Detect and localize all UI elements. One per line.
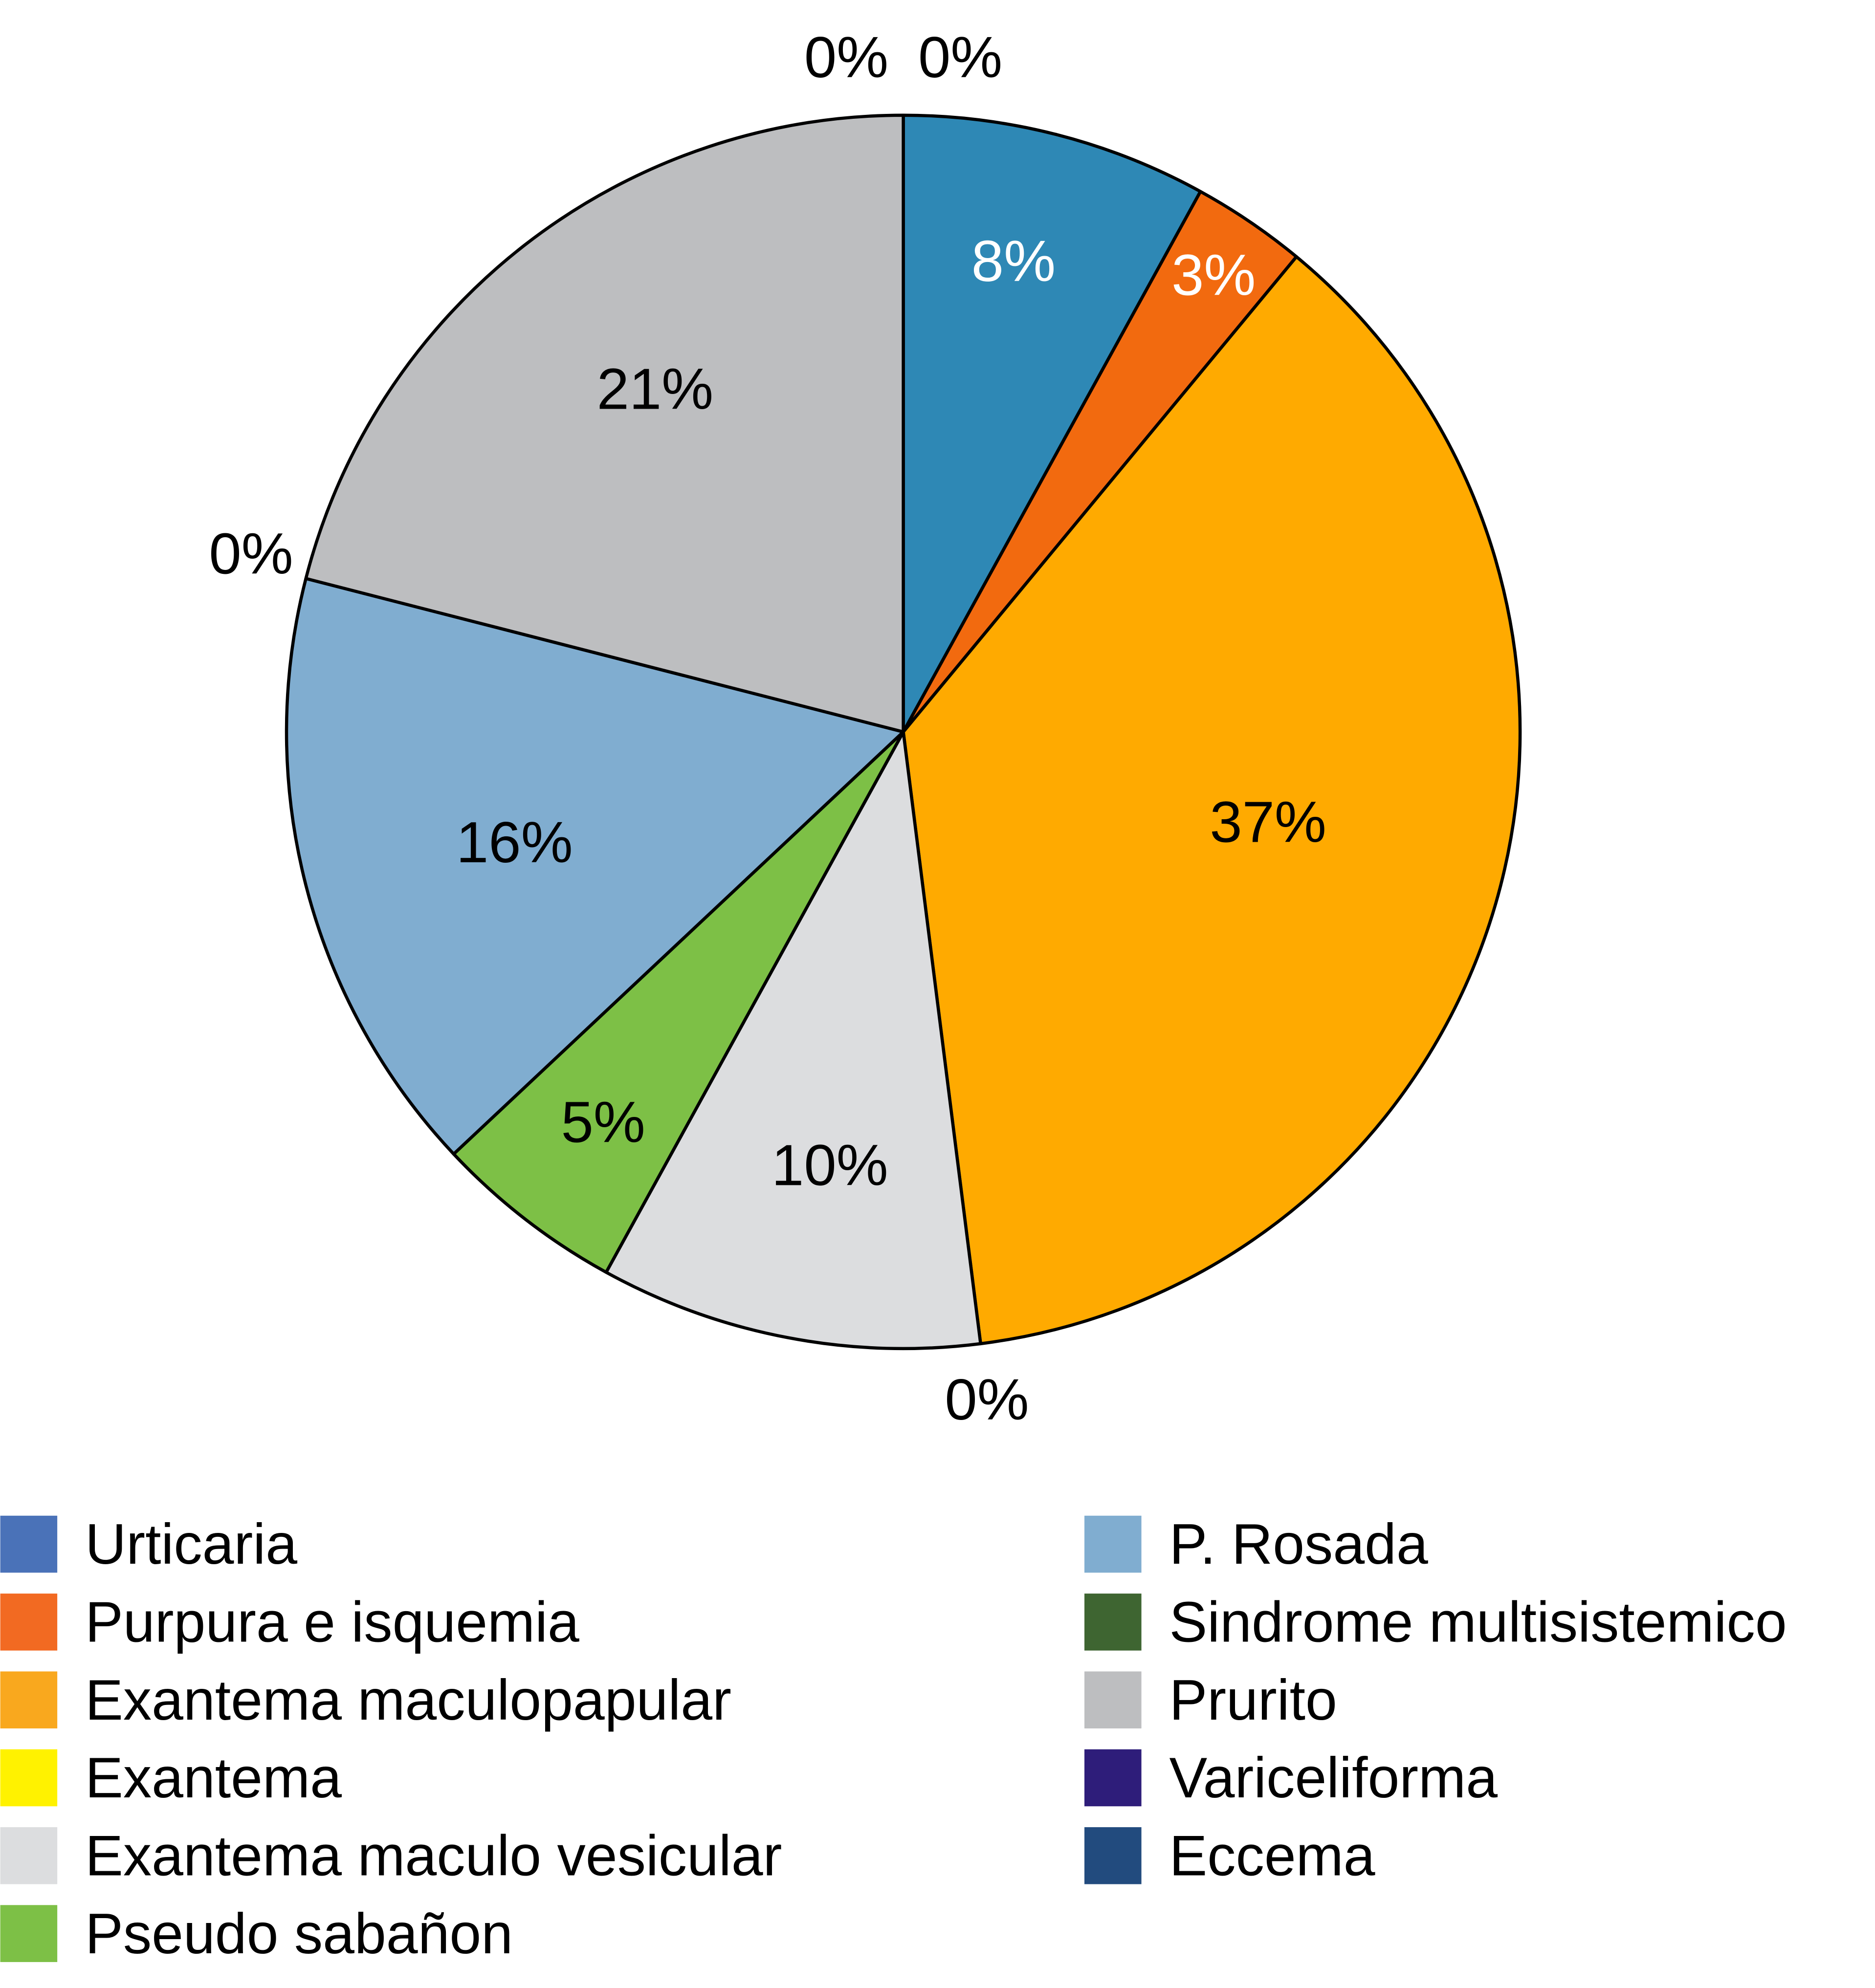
pie-slice-prurito <box>304 113 905 734</box>
data-label: 21% <box>597 357 714 422</box>
data-label: 0% <box>804 25 888 90</box>
pie-slice-exantema-maculopapular <box>902 255 1522 1346</box>
legend-swatch <box>0 1671 58 1728</box>
legend-swatch <box>1084 1671 1142 1728</box>
legend-label: Variceliforma <box>1169 1746 1498 1810</box>
legend-swatch <box>0 1749 58 1807</box>
data-label: 5% <box>561 1090 645 1155</box>
legend-label: Sindrome multisistemico <box>1169 1590 1787 1654</box>
legend-swatch <box>1084 1594 1142 1651</box>
legend-label: Exantema maculopapular <box>85 1668 731 1732</box>
pie-slices <box>285 113 1522 1351</box>
pie-slice-urticaria <box>902 113 1202 734</box>
pie-slice-purpura-e-isquemia <box>902 190 1298 734</box>
legend-label: Eccema <box>1169 1823 1375 1887</box>
legend-swatch <box>1084 1749 1142 1807</box>
pie-slice-p-rosada <box>285 577 905 1156</box>
data-label: 3% <box>1171 243 1256 308</box>
data-label: 37% <box>1210 790 1326 855</box>
legend-label: Urticaria <box>85 1512 297 1576</box>
legend-label: Prurito <box>1169 1668 1337 1732</box>
data-label: 0% <box>209 521 293 586</box>
legend-label: Exantema <box>85 1746 342 1810</box>
data-label: 0% <box>918 25 1002 90</box>
legend-label: Pseudo sabañon <box>85 1901 513 1966</box>
pie-slice-exantema-maculo-vesicular <box>604 730 982 1351</box>
legend-swatch <box>0 1594 58 1651</box>
data-label: 10% <box>772 1133 888 1198</box>
legend-swatch <box>0 1905 58 1962</box>
data-label: 8% <box>971 229 1056 294</box>
legend-swatch <box>1084 1515 1142 1573</box>
legend-swatch <box>1084 1827 1142 1884</box>
legend-swatch <box>0 1827 58 1884</box>
legend-label: Purpura e isquemia <box>85 1590 579 1654</box>
pie-slice-pseudo-saba-on <box>452 730 905 1274</box>
data-label: 16% <box>456 810 573 875</box>
legend-label: Exantema maculo vesicular <box>85 1823 782 1887</box>
legend: Urticaria Purpura e isquemia Exantema macu… <box>0 1512 1787 1966</box>
legend-label: P. Rosada <box>1169 1512 1428 1576</box>
legend-swatch <box>0 1515 58 1573</box>
data-label: 0% <box>945 1367 1029 1432</box>
data-labels: 8% 3% 37% 0% 10% 5% 16% 0% 21% 0% 0% <box>209 25 1326 1432</box>
